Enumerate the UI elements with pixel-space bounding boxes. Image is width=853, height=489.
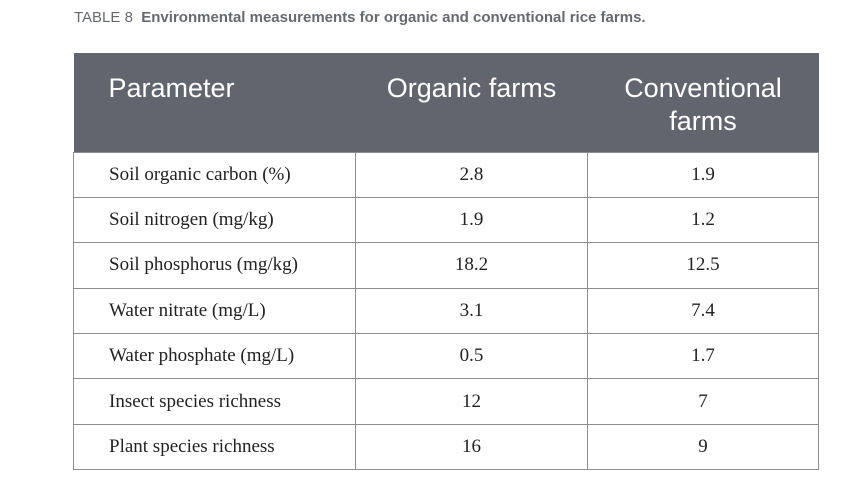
table-header: Parameter Organic farms Conventional far…	[73, 53, 819, 152]
organic-value-cell: 16	[355, 423, 588, 471]
conventional-value-cell: 7.4	[587, 287, 819, 335]
table-row: Soil nitrogen (mg/kg) 1.9 1.2	[73, 196, 819, 244]
parameter-cell: Water nitrate (mg/L)	[73, 287, 356, 335]
parameter-cell: Insect species richness	[73, 378, 356, 425]
parameter-cell: Soil organic carbon (%)	[73, 151, 356, 198]
table-row: Water nitrate (mg/L) 3.1 7.4	[73, 287, 819, 335]
table-body: Soil organic carbon (%) 2.8 1.9 Soil nit…	[73, 151, 819, 471]
parameter-cell: Water phosphate (mg/L)	[73, 333, 356, 380]
conventional-value-cell: 9	[587, 423, 819, 471]
parameter-cell: Soil phosphorus (mg/kg)	[73, 242, 356, 289]
conventional-value-cell: 7	[587, 378, 819, 425]
organic-value-cell: 3.1	[355, 287, 588, 335]
data-table: Parameter Organic farms Conventional far…	[73, 53, 819, 471]
organic-value-cell: 0.5	[355, 333, 588, 380]
table-row: Plant species richness 16 9	[73, 423, 819, 471]
table-caption: TABLE 8 Environmental measurements for o…	[74, 9, 646, 26]
table-row: Soil phosphorus (mg/kg) 18.2 12.5	[73, 242, 819, 289]
table-label: TABLE 8	[74, 9, 133, 26]
organic-value-cell: 2.8	[355, 151, 588, 198]
header-conventional-farms: Conventional farms	[624, 73, 782, 136]
parameter-cell: Soil nitrogen (mg/kg)	[73, 196, 356, 244]
organic-value-cell: 12	[355, 378, 588, 425]
organic-value-cell: 1.9	[355, 196, 588, 244]
table-row: Soil organic carbon (%) 2.8 1.9	[73, 151, 819, 198]
table-title: Environmental measurements for organic a…	[141, 9, 646, 26]
conventional-value-cell: 1.9	[587, 151, 819, 198]
parameter-cell: Plant species richness	[73, 423, 356, 471]
header-parameter: Parameter	[108, 73, 235, 103]
conventional-value-cell: 1.7	[587, 333, 819, 380]
header-organic-farms: Organic farms	[386, 73, 557, 103]
organic-value-cell: 18.2	[355, 242, 588, 289]
table-row: Insect species richness 12 7	[73, 378, 819, 425]
conventional-value-cell: 12.5	[587, 242, 819, 289]
header-row: Parameter Organic farms Conventional far…	[73, 53, 819, 152]
table-row: Water phosphate (mg/L) 0.5 1.7	[73, 333, 819, 380]
conventional-value-cell: 1.2	[587, 196, 819, 244]
